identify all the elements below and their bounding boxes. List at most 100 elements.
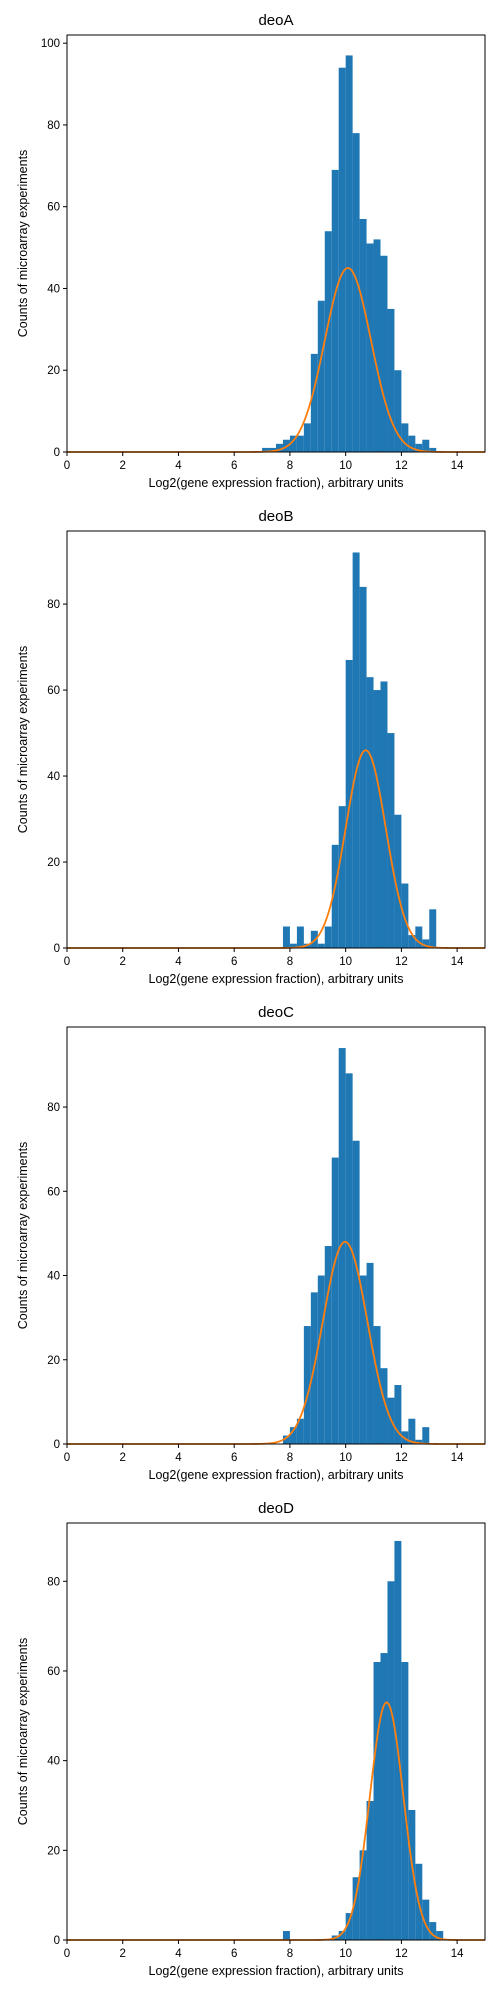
histogram-bar — [394, 1385, 402, 1444]
y-tick-label: 100 — [41, 38, 60, 50]
x-tick-label: 2 — [120, 956, 126, 968]
histogram-bar — [352, 133, 360, 452]
histogram-bar — [324, 1246, 332, 1444]
x-tick-label: 12 — [395, 460, 408, 472]
histogram-bar — [373, 1326, 381, 1444]
histogram-bar — [408, 1418, 416, 1444]
y-tick-label: 40 — [47, 1271, 60, 1283]
x-tick-label: 10 — [339, 1452, 352, 1464]
histogram-bar — [359, 1850, 367, 1940]
y-tick-label: 20 — [47, 365, 60, 377]
histogram-bar — [429, 447, 437, 452]
chart-title: deoA — [258, 12, 293, 29]
chart-1: 0 2 4 6 8 10 12 14 0 20 40 60 80 100 deoA Log2(gene exp… — [16, 12, 486, 490]
x-tick-label: 0 — [64, 956, 70, 968]
histogram-bar — [408, 435, 416, 452]
x-tick-label: 4 — [175, 460, 182, 472]
y-tick-label: 60 — [47, 1186, 60, 1198]
histogram-bar — [408, 1809, 416, 1940]
histogram-bar — [422, 1427, 430, 1444]
histogram-bar — [401, 423, 409, 452]
plot-frame — [66, 530, 486, 949]
histogram-bar — [408, 935, 416, 948]
y-axis-label: Counts of microarray experiments — [16, 646, 30, 834]
histogram-bar — [366, 677, 374, 948]
y-tick-label: 20 — [47, 857, 60, 869]
histogram-bar — [422, 439, 430, 452]
histogram-bar — [296, 1418, 304, 1444]
histogram-bar — [324, 926, 332, 948]
histogram-bar — [345, 55, 353, 453]
x-tick-label: 0 — [64, 1948, 70, 1960]
histogram-bar — [436, 1931, 444, 1940]
chart-2: 0 2 4 6 8 10 12 14 0 20 40 60 80 deoB Log2(gene expres… — [16, 508, 486, 986]
histogram-bar — [352, 1140, 360, 1444]
histogram-bar — [422, 1899, 430, 1940]
x-tick-label: 4 — [175, 1452, 182, 1464]
x-axis-label: Log2(gene expression fraction), arbitrar… — [149, 1964, 404, 1978]
histogram-bars — [282, 1048, 430, 1444]
x-tick-label: 12 — [395, 1948, 408, 1960]
histogram-bar — [331, 1157, 339, 1444]
x-tick-label: 8 — [287, 1452, 293, 1464]
x-tick-label: 4 — [175, 1948, 182, 1960]
chart-title: deoD — [258, 1500, 294, 1517]
x-axis-label: Log2(gene expression fraction), arbitrar… — [149, 476, 404, 490]
x-tick-label: 6 — [231, 460, 237, 472]
histogram-bar — [317, 943, 325, 948]
x-axis-label: Log2(gene expression fraction), arbitrar… — [149, 972, 404, 986]
chart-4: 0 2 4 6 8 10 12 14 0 20 40 60 80 deoD Log2(gene expres… — [16, 1500, 486, 1978]
x-tick-label: 8 — [287, 460, 293, 472]
x-tick-label: 10 — [339, 460, 352, 472]
histogram-bar — [366, 1262, 374, 1444]
histogram-bar — [317, 1275, 325, 1444]
histogram-bar — [401, 1662, 409, 1940]
y-tick-label: 80 — [47, 1576, 60, 1588]
x-tick-label: 14 — [451, 1948, 464, 1960]
histogram-bar — [338, 806, 346, 948]
histogram-bar — [394, 1540, 402, 1940]
histogram-bar — [380, 1653, 388, 1940]
histogram-bar — [345, 1913, 353, 1940]
plot-frame — [66, 1026, 486, 1445]
histogram-bar — [289, 943, 297, 948]
histogram-bar — [338, 1931, 346, 1940]
histogram-bar — [282, 1435, 290, 1444]
histogram-bar — [373, 1662, 381, 1940]
histogram-bar — [394, 814, 402, 948]
histogram-bar — [359, 586, 367, 948]
fit-curve — [67, 267, 485, 453]
y-axis-label: Counts of microarray experiments — [16, 1142, 30, 1330]
plot-frame — [66, 1522, 486, 1941]
histogram-bars — [282, 552, 437, 948]
histogram-bar — [359, 218, 367, 452]
histogram-bar — [422, 939, 430, 948]
y-tick-label: 60 — [47, 685, 60, 697]
y-tick-label: 80 — [47, 120, 60, 132]
x-tick-label: 14 — [451, 460, 464, 472]
plot-frame — [66, 34, 486, 453]
histogram-bar — [387, 1581, 395, 1940]
histogram-bar — [352, 552, 360, 948]
fit-curve — [67, 1240, 485, 1445]
histogram-bar — [429, 1922, 437, 1940]
histogram-bar — [324, 231, 332, 452]
y-tick-label: 40 — [47, 283, 60, 295]
histogram-bar — [289, 1427, 297, 1444]
histogram-bar — [303, 423, 311, 452]
y-axis-label: Counts of microarray experiments — [16, 1638, 30, 1826]
histogram-bar — [380, 1368, 388, 1444]
x-tick-label: 14 — [451, 1452, 464, 1464]
histogram-bar — [331, 169, 339, 453]
histogram-bar — [415, 926, 423, 948]
x-tick-label: 8 — [287, 956, 293, 968]
y-tick-label: 20 — [47, 1355, 60, 1367]
x-tick-label: 8 — [287, 1948, 293, 1960]
x-tick-label: 14 — [451, 956, 464, 968]
histogram-bar — [338, 1048, 346, 1444]
histogram-bar — [366, 1801, 374, 1940]
histogram-bar — [269, 447, 276, 452]
histogram-bar — [387, 733, 395, 948]
histogram-bar — [373, 690, 381, 948]
y-tick-label: 20 — [47, 1845, 60, 1857]
